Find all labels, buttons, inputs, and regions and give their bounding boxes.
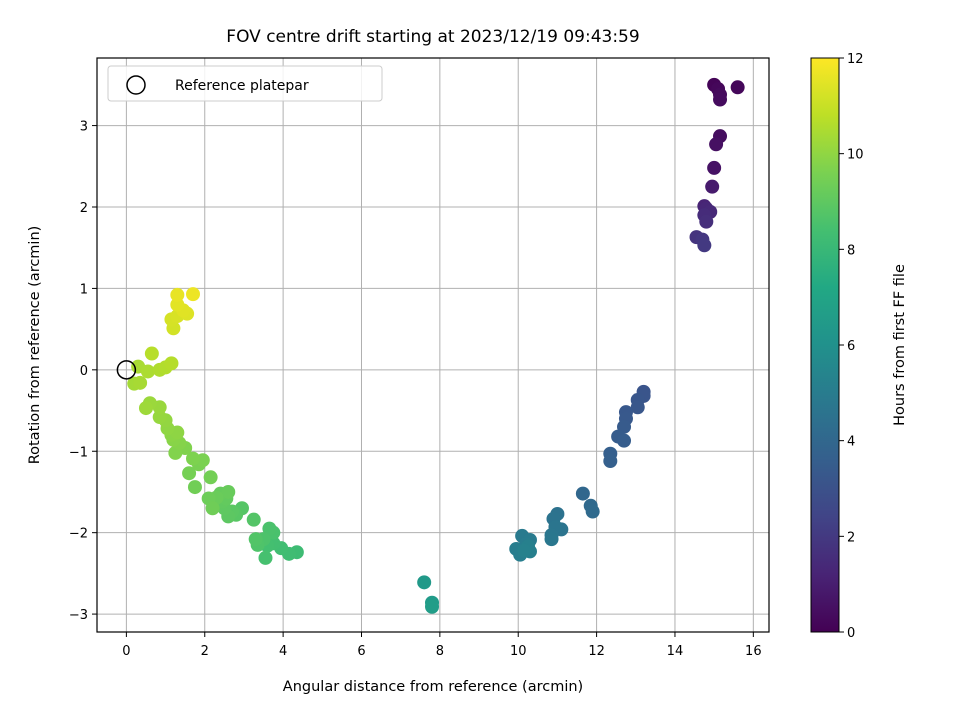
x-axis-label: Angular distance from reference (arcmin) [283,679,583,695]
y-tick-label: 3 [80,120,88,135]
scatter-point [697,238,712,253]
scatter-point [517,543,532,558]
y-axis-label: Rotation from reference (arcmin) [27,226,43,465]
scatter-point [544,532,559,547]
scatter-point [705,179,720,194]
scatter-point [186,451,200,466]
scatter-point [203,470,218,485]
scatter-point [709,137,724,152]
legend-marker [126,75,146,95]
scatter-point [713,92,728,107]
scatter-point [133,375,148,390]
y-tick-label: −2 [69,527,88,542]
colorbar-tick-label: 4 [847,435,855,450]
x-tick-label: 10 [510,644,527,659]
scatter-points [116,77,745,614]
scatter-point [170,297,185,312]
scatter-point [246,512,261,527]
y-tick-label: 1 [80,282,88,297]
scatter-point [152,410,167,425]
scatter-point [707,160,722,175]
colorbar-gradient [811,58,839,632]
legend-box [107,65,383,102]
grid [97,58,769,632]
legend: Reference platepar [107,65,383,102]
x-tick-label: 12 [588,644,605,659]
scatter-point [417,575,432,590]
colorbar-tick-label: 0 [847,626,855,641]
scatter-point [617,433,632,448]
y-tick-label: 0 [80,364,88,379]
x-tick-label: 16 [745,644,762,659]
scatter-point [603,454,618,469]
scatter-point [186,287,200,302]
scatter-point [205,501,220,516]
colorbar-tick-label: 6 [847,339,855,354]
scatter-point [248,532,263,547]
chart-title: FOV centre drift starting at 2023/12/19 … [226,27,639,47]
legend-label: Reference platepar [175,78,309,94]
colorbar: 0 2 4 6 8 10 12 Hours from first FF file [810,52,908,641]
y-tick-label: −3 [69,608,88,623]
scatter-point [182,466,197,481]
scatter-point [630,400,645,415]
colorbar-tick-label: 10 [847,148,864,163]
scatter-point [140,364,155,379]
x-tick-label: 8 [436,644,444,659]
y-tick-label: −1 [69,445,88,460]
scatter-point [144,346,159,361]
plot-frame [96,57,770,633]
x-tick-label: 4 [279,644,287,659]
scatter-point [170,287,185,302]
colorbar-tick-label: 2 [847,530,855,545]
scatter-point [164,356,179,371]
scatter-point [730,80,745,95]
scatter-point [258,550,273,565]
scatter-point [585,504,600,519]
colorbar-label: Hours from first FF file [892,264,908,426]
scatter-point [187,480,202,495]
x-tick-label: 6 [357,644,365,659]
colorbar-ticks: 0 2 4 6 8 10 12 [839,52,864,641]
colorbar-tick-label: 12 [847,52,864,67]
colorbar-tick-label: 8 [847,243,855,258]
scatter-point [262,521,277,536]
x-tick-label: 2 [201,644,209,659]
y-tick-label: 2 [80,201,88,216]
scatter-point [575,486,590,501]
scatter-point [699,214,714,229]
scatter-point [221,484,236,499]
x-tick-label: 0 [122,644,130,659]
reference-marker [116,360,137,380]
scatter-point [138,401,153,416]
scatter-point [425,599,440,614]
x-tick-label: 14 [667,644,684,659]
